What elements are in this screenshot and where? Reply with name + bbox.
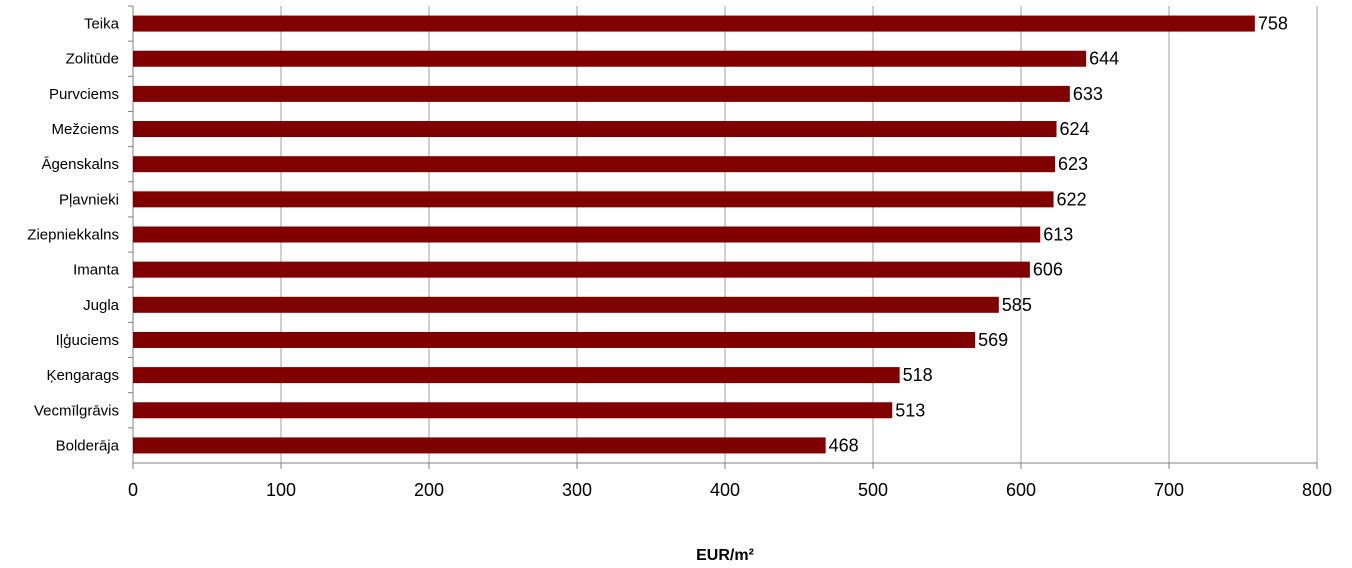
category-label: Mežciems <box>51 121 119 138</box>
x-axis-title: EUR/m² <box>696 547 754 564</box>
bar <box>133 191 1054 207</box>
value-label: 569 <box>978 330 1008 350</box>
category-label: Ķengarags <box>46 367 119 384</box>
x-tick-label: 0 <box>128 480 138 500</box>
category-label: Iļģuciems <box>56 332 119 349</box>
bar <box>133 227 1040 243</box>
category-label: Zolitūde <box>66 51 119 68</box>
x-tick-label: 200 <box>414 480 444 500</box>
bar <box>133 51 1086 67</box>
category-label: Bolderāja <box>56 437 120 454</box>
category-label: Jugla <box>83 297 120 314</box>
value-label: 585 <box>1002 295 1032 315</box>
bar <box>133 16 1255 32</box>
bar <box>133 367 900 383</box>
value-label: 644 <box>1089 49 1119 69</box>
category-label: Vecmīlgrāvis <box>34 402 119 419</box>
value-label: 513 <box>895 400 925 420</box>
x-tick-label: 500 <box>858 480 888 500</box>
value-label: 758 <box>1258 14 1288 34</box>
category-label: Purvciems <box>49 86 119 103</box>
category-label: Ziepniekkalns <box>27 227 119 244</box>
value-label: 606 <box>1033 260 1063 280</box>
value-label: 633 <box>1073 84 1103 104</box>
x-tick-label: 400 <box>710 480 740 500</box>
x-tick-label: 700 <box>1154 480 1184 500</box>
value-label: 518 <box>903 365 933 385</box>
category-label: Āgenskalns <box>41 156 119 173</box>
value-label: 624 <box>1060 119 1090 139</box>
bar <box>133 121 1057 137</box>
x-tick-label: 600 <box>1006 480 1036 500</box>
bar <box>133 86 1070 102</box>
bar <box>133 332 975 348</box>
category-label: Pļavnieki <box>59 191 119 208</box>
x-tick-label: 800 <box>1302 480 1332 500</box>
value-label: 613 <box>1043 225 1073 245</box>
bar <box>133 156 1055 172</box>
category-label: Imanta <box>73 262 120 279</box>
bars <box>133 16 1255 454</box>
category-label: Teika <box>84 16 120 33</box>
value-label: 622 <box>1057 189 1087 209</box>
x-tick-label: 100 <box>266 480 296 500</box>
bar <box>133 402 892 418</box>
bar <box>133 437 826 453</box>
x-tick-label: 300 <box>562 480 592 500</box>
value-label: 623 <box>1058 154 1088 174</box>
value-label: 468 <box>829 435 859 455</box>
bar <box>133 262 1030 278</box>
bar <box>133 297 999 313</box>
